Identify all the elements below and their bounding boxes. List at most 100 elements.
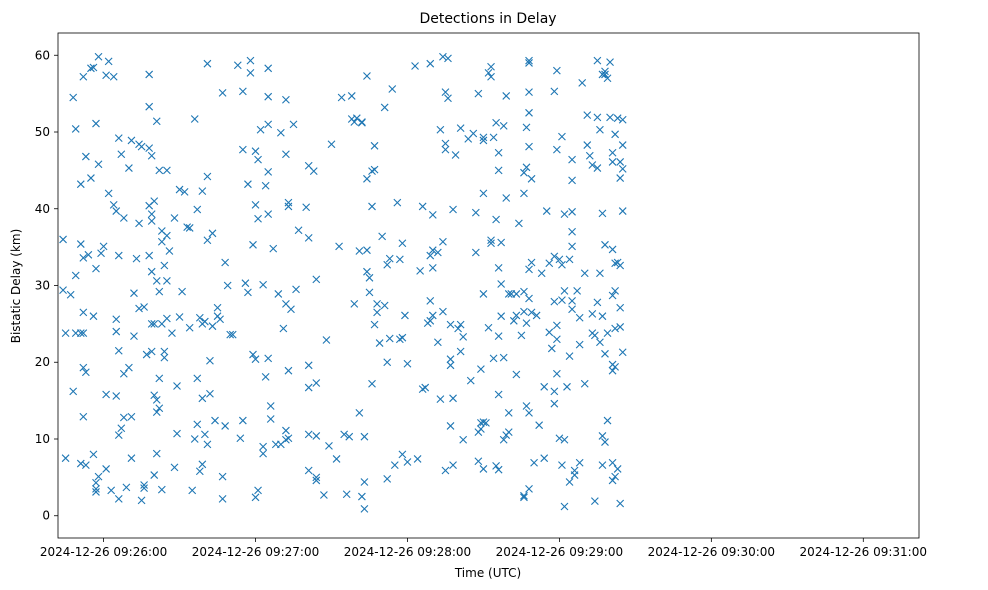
data-point: [259, 442, 268, 451]
data-point: [439, 237, 447, 246]
data-point: [163, 231, 171, 240]
data-point: [188, 486, 197, 495]
data-point: [616, 303, 625, 312]
data-point: [163, 166, 171, 175]
data-point: [517, 331, 526, 340]
data-point: [494, 390, 503, 399]
data-point: [363, 246, 371, 255]
data-point: [345, 432, 354, 441]
data-point: [504, 290, 513, 298]
data-point: [525, 484, 533, 493]
data-point: [198, 187, 207, 195]
y-axis-label: Bistatic Delay (km): [9, 229, 23, 344]
data-point: [337, 93, 346, 102]
data-point: [363, 267, 371, 276]
data-point: [598, 432, 607, 440]
data-point: [206, 389, 214, 398]
data-point: [479, 136, 488, 145]
data-point: [125, 164, 133, 172]
data-point: [527, 308, 536, 317]
data-point: [459, 333, 468, 341]
data-point: [312, 379, 321, 387]
data-point: [558, 461, 566, 469]
x-tick-label: 2024-12-26 09:28:00: [344, 545, 471, 559]
data-point: [471, 208, 480, 217]
data-point: [416, 267, 425, 275]
data-point: [568, 227, 576, 236]
data-point: [552, 66, 561, 75]
data-point: [593, 113, 602, 122]
data-point: [365, 288, 374, 297]
data-point: [304, 361, 313, 370]
data-point: [94, 160, 103, 169]
data-point: [411, 62, 419, 70]
data-point: [213, 303, 222, 312]
data-point: [114, 134, 123, 143]
data-point: [608, 291, 617, 300]
data-point: [360, 478, 369, 486]
data-point: [441, 88, 450, 96]
data-point: [163, 314, 171, 323]
data-point: [555, 434, 564, 443]
data-point: [433, 248, 442, 257]
data-point: [530, 458, 538, 467]
data-point: [542, 207, 551, 215]
data-point: [157, 237, 166, 246]
data-point: [499, 121, 508, 130]
data-point: [596, 338, 604, 347]
data-point: [145, 102, 154, 111]
data-point: [428, 246, 437, 255]
data-point: [216, 315, 224, 324]
data-point: [155, 287, 164, 296]
data-point: [613, 114, 622, 123]
data-point: [504, 409, 513, 417]
data-point: [512, 370, 521, 379]
data-point: [398, 450, 407, 459]
data-point: [147, 217, 156, 225]
data-point: [494, 263, 503, 272]
data-point: [87, 174, 95, 182]
data-point: [598, 461, 607, 469]
data-point: [160, 353, 169, 362]
data-point: [89, 312, 98, 321]
data-point: [87, 64, 95, 73]
data-point: [616, 323, 625, 331]
data-point: [251, 201, 260, 209]
data-point: [477, 365, 485, 374]
data-point: [94, 472, 103, 481]
data-point: [585, 151, 594, 160]
data-point: [502, 194, 511, 202]
data-point: [152, 277, 161, 285]
data-point: [92, 119, 100, 128]
y-tick-label: 50: [35, 125, 50, 139]
data-point: [175, 185, 184, 194]
data-point: [494, 166, 503, 175]
data-point: [292, 285, 300, 294]
data-point: [130, 289, 138, 298]
data-point: [550, 297, 559, 306]
data-point: [320, 491, 328, 499]
data-point: [195, 313, 204, 322]
data-point: [109, 72, 118, 81]
data-point: [380, 103, 389, 112]
data-point: [401, 311, 409, 320]
data-point: [104, 57, 113, 66]
data-point: [276, 128, 285, 137]
data-point: [76, 240, 85, 248]
data-point: [603, 74, 612, 83]
data-point: [84, 250, 93, 259]
data-point: [76, 180, 85, 189]
data-point: [618, 164, 627, 173]
data-point: [218, 472, 227, 481]
data-point: [163, 277, 171, 285]
data-point: [147, 210, 156, 219]
data-point: [94, 52, 103, 61]
data-point: [102, 71, 111, 80]
data-point: [322, 336, 331, 344]
data-point: [363, 174, 371, 183]
data-point: [251, 147, 260, 156]
data-point: [147, 319, 156, 328]
data-point: [165, 247, 174, 255]
data-point: [449, 205, 457, 214]
data-point: [558, 296, 566, 304]
